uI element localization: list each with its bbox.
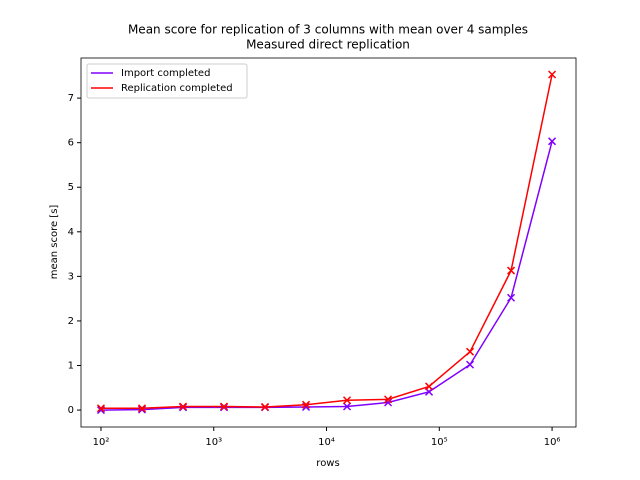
marker: [137, 404, 147, 413]
marker: [301, 400, 311, 409]
marker: [137, 405, 147, 414]
series-line: [100, 74, 553, 410]
x-tick-label: 10⁴: [318, 437, 335, 448]
legend-frame: [86, 63, 248, 99]
marker: [96, 404, 106, 413]
legend-label: Replication completed: [121, 83, 233, 94]
y-tick-label: 7: [68, 93, 74, 104]
marker: [342, 396, 352, 405]
x-tick-label: 10⁵: [431, 437, 448, 448]
x-tick-label: 10³: [205, 437, 222, 448]
marker: [178, 402, 188, 411]
chart-subtitle: Measured direct replication: [246, 38, 410, 52]
marker: [507, 266, 516, 275]
plot-frame: [80, 57, 577, 428]
marker: [507, 293, 516, 302]
y-tick-label: 5: [68, 182, 74, 193]
marker: [219, 402, 229, 411]
marker: [548, 137, 557, 146]
chart-title: Mean score for replication of 3 columns …: [128, 23, 528, 37]
x-tick-label: 10⁶: [544, 437, 561, 448]
y-tick-label: 2: [68, 316, 74, 327]
marker: [342, 402, 352, 411]
y-tick-label: 3: [68, 271, 74, 282]
marker: [384, 395, 393, 404]
legend-label: Import completed: [121, 68, 210, 79]
marker: [466, 347, 475, 356]
marker: [260, 402, 270, 411]
x-tick-label: 10²: [93, 437, 110, 448]
marker: [548, 70, 557, 79]
y-tick-label: 4: [68, 227, 74, 238]
x-axis-label: rows: [316, 458, 339, 469]
legend: Import completed Replication completed: [86, 63, 248, 99]
series-line: [100, 141, 553, 411]
y-tick-label: 6: [68, 138, 74, 149]
y-axis-label: mean score [s]: [49, 205, 60, 280]
y-tick-label: 0: [68, 405, 74, 416]
y-tick-label: 1: [68, 361, 74, 372]
marker: [466, 360, 475, 369]
marker: [425, 382, 434, 391]
